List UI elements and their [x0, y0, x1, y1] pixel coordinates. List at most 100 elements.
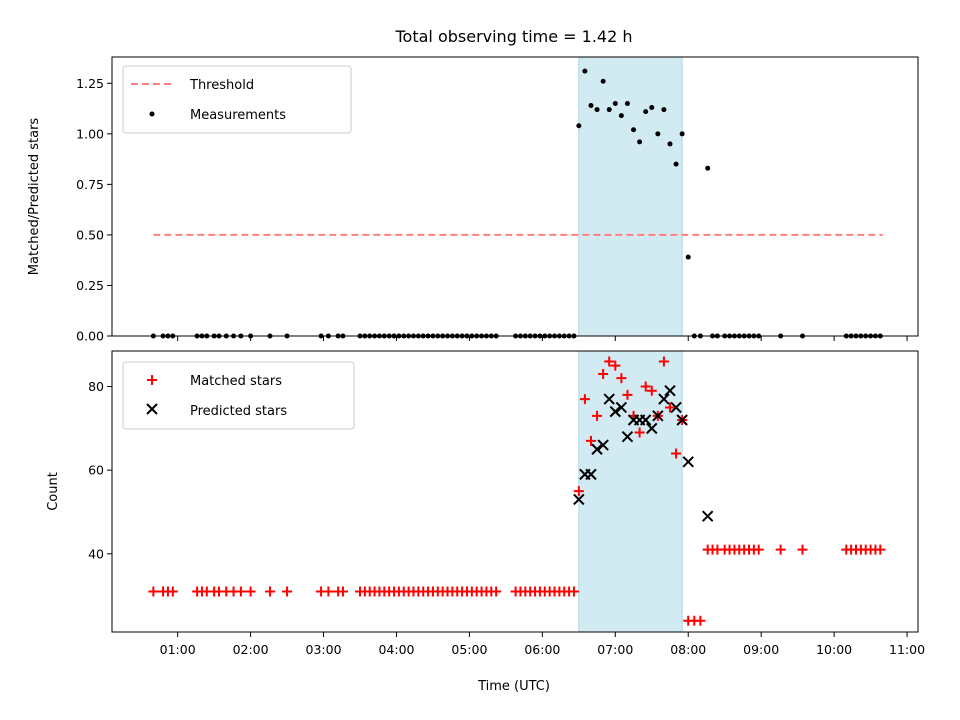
predicted-stars-points: [573, 385, 714, 522]
x-tick-label: 08:00: [670, 642, 706, 657]
matched-star-point: [658, 356, 669, 367]
matched-star-point: [573, 486, 584, 497]
predicted-star-point: [621, 431, 634, 443]
predicted-star-point: [658, 393, 670, 405]
measurement-point: [606, 107, 612, 113]
top-y-tick-label: 0.50: [76, 227, 104, 242]
matched-star-point: [235, 586, 246, 597]
legend-measurements-label: Measurements: [190, 108, 286, 123]
predicted-star-point: [646, 422, 658, 435]
bottom-y-axis-label: Count: [46, 472, 61, 511]
measurement-point: [643, 109, 649, 115]
x-tick-label: 06:00: [524, 642, 560, 657]
top-y-ticks: 0.00 0.25 0.50 0.75 1.00 1.25: [76, 76, 112, 344]
measurement-point: [618, 113, 624, 119]
matched-star-point: [568, 586, 579, 597]
top-plot-frame: [111, 56, 919, 337]
top-panel: 0.00 0.25 0.50 0.75 1.00 1.25 Matched/Predict…: [27, 56, 919, 344]
top-y-tick-label: 0.00: [76, 329, 104, 344]
bottom-y-ticks: 40 60 80: [88, 379, 112, 561]
top-shaded-rect: [578, 56, 683, 337]
matched-star-point: [148, 586, 159, 597]
predicted-star-point: [670, 401, 682, 414]
predicted-star-point: [597, 439, 609, 451]
measurement-point: [637, 139, 643, 145]
bottom-y-tick-label: 80: [88, 379, 104, 394]
predicted-star-point: [573, 493, 585, 506]
matched-star-point: [592, 410, 603, 421]
matched-star-point: [598, 368, 609, 379]
matched-star-point: [875, 544, 886, 555]
predicted-star-point: [615, 401, 628, 414]
measurement-point: [649, 105, 655, 111]
predicted-star-point: [591, 443, 603, 455]
measurement-point: [624, 101, 630, 106]
measurement-point: [679, 131, 685, 137]
matched-star-point: [665, 402, 675, 413]
matched-star-point: [585, 435, 596, 446]
bottom-plot-frame: [111, 350, 919, 633]
predicted-star-point: [701, 510, 714, 522]
matched-star-point: [282, 586, 293, 597]
predicted-star-point: [682, 456, 694, 468]
bottom-y-tick-label: 60: [88, 463, 104, 478]
x-tick-label: 02:00: [233, 642, 269, 657]
top-y-tick-label: 0.75: [76, 177, 104, 192]
matched-star-point: [265, 586, 276, 597]
top-shaded-region: [578, 56, 683, 337]
measurement-point: [576, 123, 582, 129]
predicted-star-point: [676, 414, 688, 426]
top-x-ticks: [177, 336, 908, 341]
predicted-star-point: [652, 410, 664, 422]
bottom-x-ticks: 01:00 02:00 03:00 04:00 05:00 06:00 07:00 08:00…: [160, 632, 925, 657]
predicted-star-point: [664, 385, 676, 397]
matched-star-point: [167, 586, 178, 597]
top-y-axis-label: Matched/Predicted stars: [27, 118, 42, 276]
bottom-panel: 40 60 80 01:00 02:00 03:00 04:00 05:00 06:00 07:…: [46, 350, 925, 694]
bottom-legend-box: [122, 361, 355, 430]
matched-star-point: [616, 373, 627, 384]
legend-predicted-label: Predicted stars: [190, 404, 287, 419]
chart-title: Total observing time = 1.42 h: [394, 27, 632, 46]
measurement-point: [673, 161, 679, 167]
matched-star-point: [622, 389, 633, 400]
x-tick-label: 03:00: [306, 642, 342, 657]
x-tick-label: 09:00: [743, 642, 779, 657]
measurement-point: [661, 107, 667, 113]
matched-star-point: [579, 394, 590, 405]
matched-stars-points: [148, 356, 886, 626]
matched-star-point: [671, 448, 682, 459]
matched-star-point: [775, 544, 786, 555]
matched-star-point: [245, 586, 256, 597]
predicted-star-point: [585, 468, 597, 481]
matched-star-point: [604, 356, 615, 367]
measurement-point: [705, 165, 711, 171]
measurement-point: [588, 103, 594, 109]
matched-star-point: [695, 615, 706, 626]
measurement-point: [594, 107, 600, 113]
legend-measurements-swatch: [149, 111, 155, 117]
top-legend: Threshold Measurements: [122, 65, 352, 134]
measurement-point: [600, 78, 606, 84]
legend-predicted-swatch: [146, 403, 158, 415]
x-tick-label: 04:00: [378, 642, 414, 657]
matched-star-point: [491, 586, 502, 597]
matched-star-point: [610, 360, 621, 371]
matched-star-point: [797, 544, 808, 555]
measurement-point: [582, 68, 588, 74]
matched-star-point: [646, 385, 657, 396]
matched-star-point: [337, 586, 348, 597]
legend-matched-label: Matched stars: [190, 374, 282, 389]
matched-star-point: [753, 544, 764, 555]
top-y-tick-label: 1.00: [76, 126, 104, 141]
x-tick-label: 10:00: [816, 642, 852, 657]
legend-matched-swatch: [147, 375, 157, 385]
measurement-point: [612, 101, 618, 106]
matched-star-point: [323, 586, 334, 597]
bottom-y-tick-label: 40: [88, 546, 104, 561]
top-legend-box: [122, 65, 352, 134]
x-tick-label: 07:00: [597, 642, 633, 657]
measurement-point: [667, 141, 673, 147]
matched-star-point: [640, 381, 651, 392]
